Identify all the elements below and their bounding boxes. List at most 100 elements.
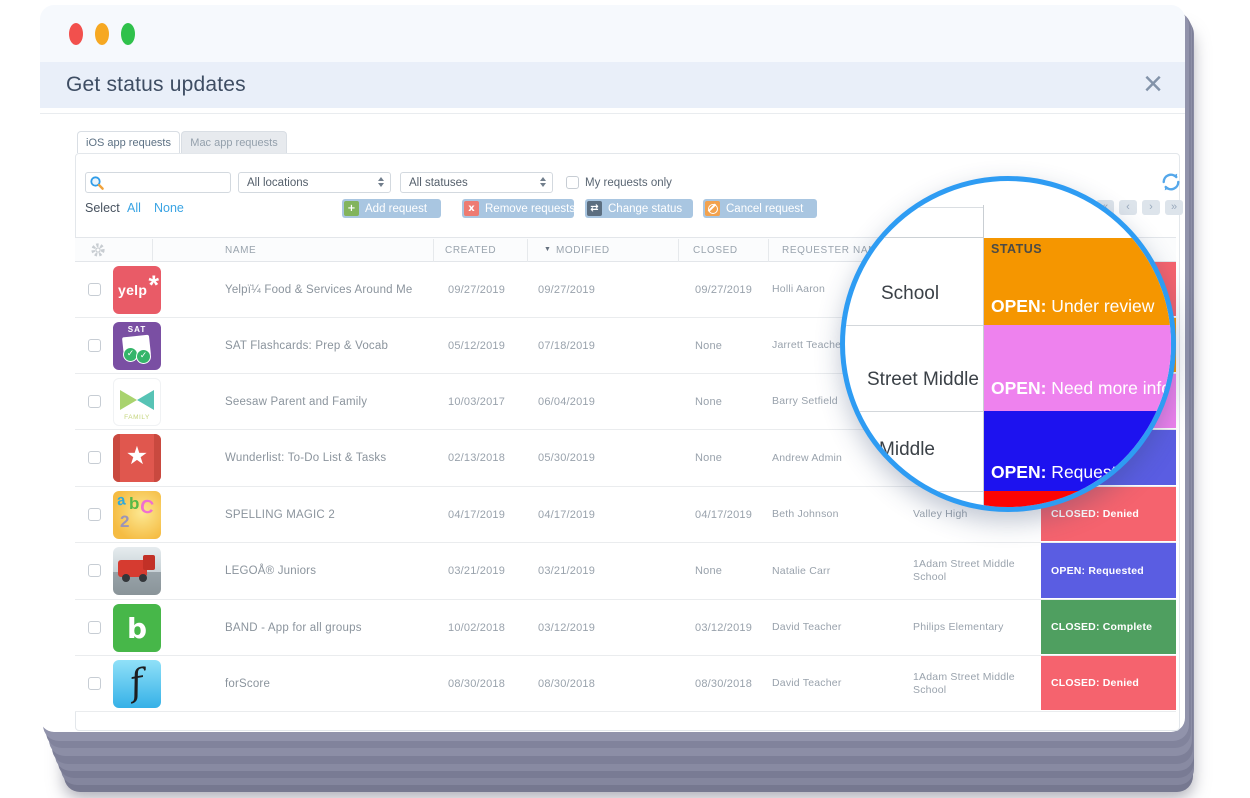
created-date: 10/03/2017: [448, 395, 506, 408]
closed-date: 09/27/2019: [695, 283, 753, 296]
status-badge: OPEN: Requested: [1041, 543, 1176, 598]
traffic-light-minimize-button[interactable]: [95, 23, 109, 45]
dialog-header: Get status updates ×: [40, 62, 1185, 108]
pagination-prev-button[interactable]: ‹: [1119, 200, 1137, 215]
pagination-last-button[interactable]: »: [1165, 200, 1183, 215]
column-header-modified[interactable]: MODIFIED: [556, 245, 610, 256]
app-name: SAT Flashcards: Prep & Vocab: [225, 339, 389, 352]
refresh-icon[interactable]: [1160, 171, 1182, 193]
status-rest: Under review: [1046, 296, 1155, 316]
letter-c: C: [138, 496, 156, 519]
school-name: 1Adam Street Middle School: [913, 670, 1015, 696]
row-separator: [845, 207, 983, 208]
modified-date: 06/04/2019: [538, 395, 596, 408]
school-name: School: [881, 283, 940, 304]
app-name: Yelpï¼ Food & Services Around Me: [225, 283, 413, 296]
sat-flashcards-app-icon: SAT ✓ ✓: [113, 322, 161, 370]
remove-requests-button[interactable]: x Remove requests: [462, 199, 575, 218]
window-titlebar: [40, 5, 1185, 62]
wheel-shape: [139, 574, 147, 582]
search-icon: [89, 175, 105, 196]
closed-date: None: [695, 339, 723, 352]
seesaw-app-icon: FAMILY: [113, 378, 161, 426]
wunderlist-app-icon: ★: [113, 434, 161, 482]
close-icon[interactable]: ×: [1143, 65, 1163, 103]
yelp-app-icon: yelp *: [113, 266, 161, 314]
lego-juniors-app-icon: [113, 547, 161, 595]
column-header-status: STATUS: [991, 242, 1043, 256]
select-arrows-icon: [540, 177, 546, 187]
row-checkbox[interactable]: [88, 564, 101, 577]
created-date: 03/21/2019: [448, 565, 506, 577]
app-name: BAND - App for all groups: [225, 621, 362, 634]
column-header-closed[interactable]: CLOSED: [693, 245, 738, 256]
add-request-button[interactable]: + Add request: [342, 199, 441, 218]
no-sign-icon: [705, 201, 720, 216]
created-date: 10/02/2018: [448, 621, 506, 634]
app-name: Wunderlist: To-Do List & Tasks: [225, 452, 387, 464]
column-separator: [152, 239, 153, 262]
row-checkbox[interactable]: [88, 677, 101, 690]
bowtie-left-shape: [120, 390, 137, 410]
requester-name: Holli Aaron: [772, 283, 825, 295]
my-requests-label: My requests only: [585, 177, 672, 189]
row-checkbox[interactable]: [88, 451, 101, 464]
header-divider: [40, 113, 1185, 114]
modified-date: 03/21/2019: [538, 565, 596, 577]
modified-date: 08/30/2018: [538, 677, 596, 690]
requester-name: Jarrett Teacher: [772, 339, 845, 351]
school-name: reet Middle: [841, 439, 935, 460]
row-checkbox[interactable]: [88, 283, 101, 296]
closed-date: None: [695, 452, 723, 464]
tab-mac-app-requests[interactable]: Mac app requests: [181, 131, 287, 153]
status-prefix: OPEN:: [991, 378, 1047, 398]
status-badge: CLOSED: Complete: [1041, 600, 1176, 654]
family-caption: FAMILY: [124, 414, 150, 421]
status-prefix: OPEN:: [991, 462, 1047, 482]
row-checkbox[interactable]: [88, 508, 101, 521]
created-date: 02/13/2018: [448, 452, 506, 464]
location-filter-select[interactable]: All locations: [238, 172, 391, 193]
status-filter-select[interactable]: All statuses: [400, 172, 553, 193]
status-text: OPEN: Under review: [991, 296, 1154, 317]
traffic-light-zoom-button[interactable]: [121, 23, 135, 45]
select-all-link[interactable]: All: [127, 201, 141, 215]
requester-name: David Teacher: [772, 621, 842, 633]
requester-name: Barry Setfield: [772, 395, 838, 407]
closed-date: 03/12/2019: [695, 621, 753, 634]
row-checkbox[interactable]: [88, 621, 101, 634]
gear-icon[interactable]: [90, 242, 106, 263]
modified-date: 05/30/2019: [538, 452, 596, 464]
status-cell-requested: [984, 411, 1171, 491]
select-none-link[interactable]: None: [154, 201, 184, 215]
row-checkbox[interactable]: [88, 339, 101, 352]
location-filter-value: All locations: [247, 176, 309, 189]
column-header-name[interactable]: NAME: [225, 245, 257, 256]
column-header-created[interactable]: CREATED: [445, 245, 497, 256]
status-filter-value: All statuses: [409, 176, 468, 189]
row-checkbox[interactable]: [88, 395, 101, 408]
closed-date: 08/30/2018: [695, 677, 753, 690]
app-name: SPELLING MAGIC 2: [225, 508, 335, 521]
search-input[interactable]: [108, 174, 226, 191]
swap-arrows-icon: ⇄: [587, 201, 602, 216]
requester-name: Natalie Carr: [772, 564, 831, 577]
band-app-icon: b: [113, 604, 161, 652]
app-name: forScore: [225, 677, 271, 690]
modified-date: 09/27/2019: [538, 283, 596, 296]
school-name: Valley High: [913, 508, 968, 520]
column-header-requester[interactable]: REQUESTER NAME: [782, 245, 885, 256]
created-date: 04/17/2019: [448, 508, 506, 521]
cancel-request-button[interactable]: Cancel request: [703, 199, 817, 218]
change-status-button[interactable]: ⇄ Change status: [585, 199, 693, 218]
traffic-light-close-button[interactable]: [69, 23, 83, 45]
closed-date: None: [695, 565, 723, 577]
school-name: Philips Elementary: [913, 621, 1004, 633]
plus-icon: +: [344, 201, 359, 216]
school-name: Street Middle: [867, 369, 979, 390]
pagination-next-button[interactable]: ›: [1142, 200, 1160, 215]
my-requests-checkbox[interactable]: [566, 176, 579, 189]
tab-ios-app-requests[interactable]: iOS app requests: [77, 131, 180, 153]
